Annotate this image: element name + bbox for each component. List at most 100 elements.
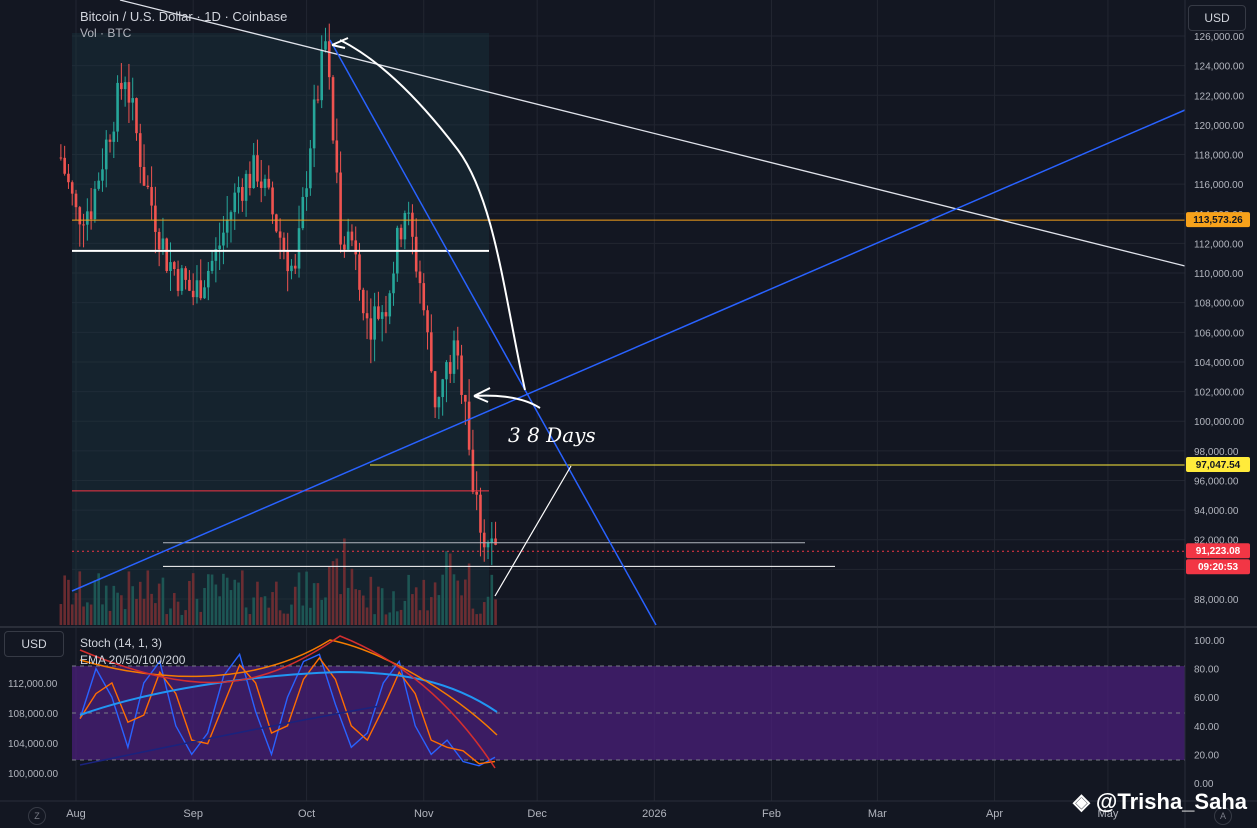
price-tick: 100,000.00 bbox=[1194, 417, 1244, 428]
volume-bar bbox=[282, 613, 286, 625]
volume-bar bbox=[154, 603, 157, 625]
horizontal-levels bbox=[72, 219, 1185, 567]
date-range-highlight bbox=[72, 33, 489, 625]
price-axis[interactable]: 126,000.00 124,000.00 122,000.00 120,000.00… bbox=[1194, 32, 1244, 606]
ema-label[interactable]: EMA 20/50/100/200 bbox=[80, 653, 186, 667]
volume-bar bbox=[464, 579, 467, 625]
candle-body bbox=[320, 49, 323, 101]
price-tick: 118,000.00 bbox=[1194, 151, 1244, 162]
candle-body bbox=[89, 211, 93, 220]
volume-bar bbox=[452, 574, 456, 625]
candle-body bbox=[218, 245, 221, 250]
candle-body bbox=[59, 157, 63, 159]
stoch-tick: 40.00 bbox=[1194, 722, 1219, 733]
volume-bar bbox=[494, 599, 497, 625]
stoch-tick: 80.00 bbox=[1194, 665, 1219, 676]
stoch-d-line bbox=[79, 656, 496, 765]
volume-bar bbox=[403, 600, 407, 625]
auto-scale-button[interactable]: A bbox=[1214, 807, 1232, 825]
volume-bar bbox=[418, 610, 422, 625]
stoch-label[interactable]: Stoch (14, 1, 3) bbox=[80, 636, 163, 650]
volume-bar bbox=[218, 596, 221, 625]
candle-body bbox=[172, 262, 176, 270]
candle-body bbox=[331, 77, 335, 141]
hand-drawn-arrow-mid bbox=[473, 387, 541, 409]
volume-bar bbox=[180, 614, 184, 625]
candle-body bbox=[346, 231, 350, 250]
volume-bar bbox=[241, 570, 244, 625]
candle-body bbox=[195, 280, 199, 298]
volume-bar bbox=[74, 593, 78, 625]
price-tick: 96,000.00 bbox=[1194, 476, 1239, 487]
left-axis: 112,000.00 108,000.00 104,000.00 100,000.00 bbox=[8, 679, 58, 780]
volume-bar bbox=[316, 583, 320, 625]
time-tick: Aug bbox=[66, 808, 86, 820]
volume-bar bbox=[396, 611, 399, 625]
volume-bar bbox=[244, 607, 248, 625]
volume-bar bbox=[86, 602, 89, 625]
stoch-axis: 100.00 80.00 60.00 40.00 20.00 0.00 bbox=[1194, 636, 1225, 790]
candle-body bbox=[241, 187, 244, 201]
volume-bar bbox=[482, 602, 486, 625]
volume-bar bbox=[97, 573, 100, 625]
volume-bar bbox=[271, 592, 274, 625]
candle-body bbox=[339, 172, 342, 245]
candle-body bbox=[445, 362, 448, 380]
volume-bar bbox=[225, 577, 229, 625]
stoch-k-line bbox=[79, 652, 496, 767]
candle-body bbox=[358, 254, 361, 290]
candle-body bbox=[256, 155, 259, 182]
candle-body bbox=[482, 532, 486, 548]
volume-bar bbox=[441, 574, 444, 625]
candle-body bbox=[335, 140, 339, 173]
volume-bar bbox=[335, 558, 339, 625]
volume-bar bbox=[169, 608, 172, 625]
volume-bar bbox=[456, 580, 460, 625]
candle-body bbox=[486, 542, 490, 548]
blue-falling-trendline[interactable] bbox=[329, 39, 657, 626]
volume-bar bbox=[392, 591, 395, 625]
price-tick: 124,000.00 bbox=[1194, 62, 1244, 73]
candle-body bbox=[259, 181, 263, 188]
stoch-tick: 60.00 bbox=[1194, 693, 1219, 704]
candle-body bbox=[225, 219, 229, 233]
time-tick: Feb bbox=[762, 808, 781, 820]
time-axis[interactable]: Aug Sep Oct Nov Dec 2026 Feb Mar Apr May bbox=[66, 808, 1119, 820]
volume-bar bbox=[445, 551, 448, 625]
candle-body bbox=[384, 312, 388, 317]
candle-body bbox=[460, 355, 463, 395]
price-tick: 122,000.00 bbox=[1194, 91, 1244, 102]
candle-body bbox=[207, 270, 210, 288]
candle-body bbox=[116, 82, 119, 132]
price-tick: 112,000.00 bbox=[1194, 239, 1244, 250]
volume-bar bbox=[339, 594, 342, 625]
volume-bar bbox=[210, 574, 214, 625]
volume-bar bbox=[267, 607, 271, 625]
volume-bar bbox=[67, 579, 70, 625]
candle-body bbox=[309, 148, 312, 189]
blue-rising-trendline[interactable] bbox=[71, 109, 1186, 592]
price-tick: 88,000.00 bbox=[1194, 595, 1239, 606]
candle-body bbox=[293, 265, 297, 269]
projection-line bbox=[494, 465, 572, 597]
volume-bar bbox=[229, 590, 233, 625]
candle-body bbox=[108, 139, 112, 142]
volume-bar bbox=[407, 574, 410, 625]
candle-body bbox=[407, 212, 410, 214]
volume-bar bbox=[93, 580, 97, 625]
volume-bar bbox=[59, 604, 63, 625]
candle-body bbox=[286, 250, 289, 272]
indicator-currency-button[interactable]: USD bbox=[4, 631, 64, 657]
volume-bar bbox=[460, 595, 463, 625]
candle-body bbox=[278, 231, 282, 238]
zoom-button[interactable]: Z bbox=[28, 807, 46, 825]
candle-body bbox=[86, 211, 89, 225]
currency-button[interactable]: USD bbox=[1188, 5, 1246, 31]
ema-100-line bbox=[79, 670, 498, 716]
volume-bar bbox=[414, 587, 418, 625]
candle-body bbox=[146, 185, 150, 188]
chart-title: Bitcoin / U.S. Dollar · 1D · Coinbase bbox=[80, 9, 288, 24]
volume-bar bbox=[384, 614, 388, 625]
white-trendline[interactable] bbox=[119, 0, 1186, 267]
